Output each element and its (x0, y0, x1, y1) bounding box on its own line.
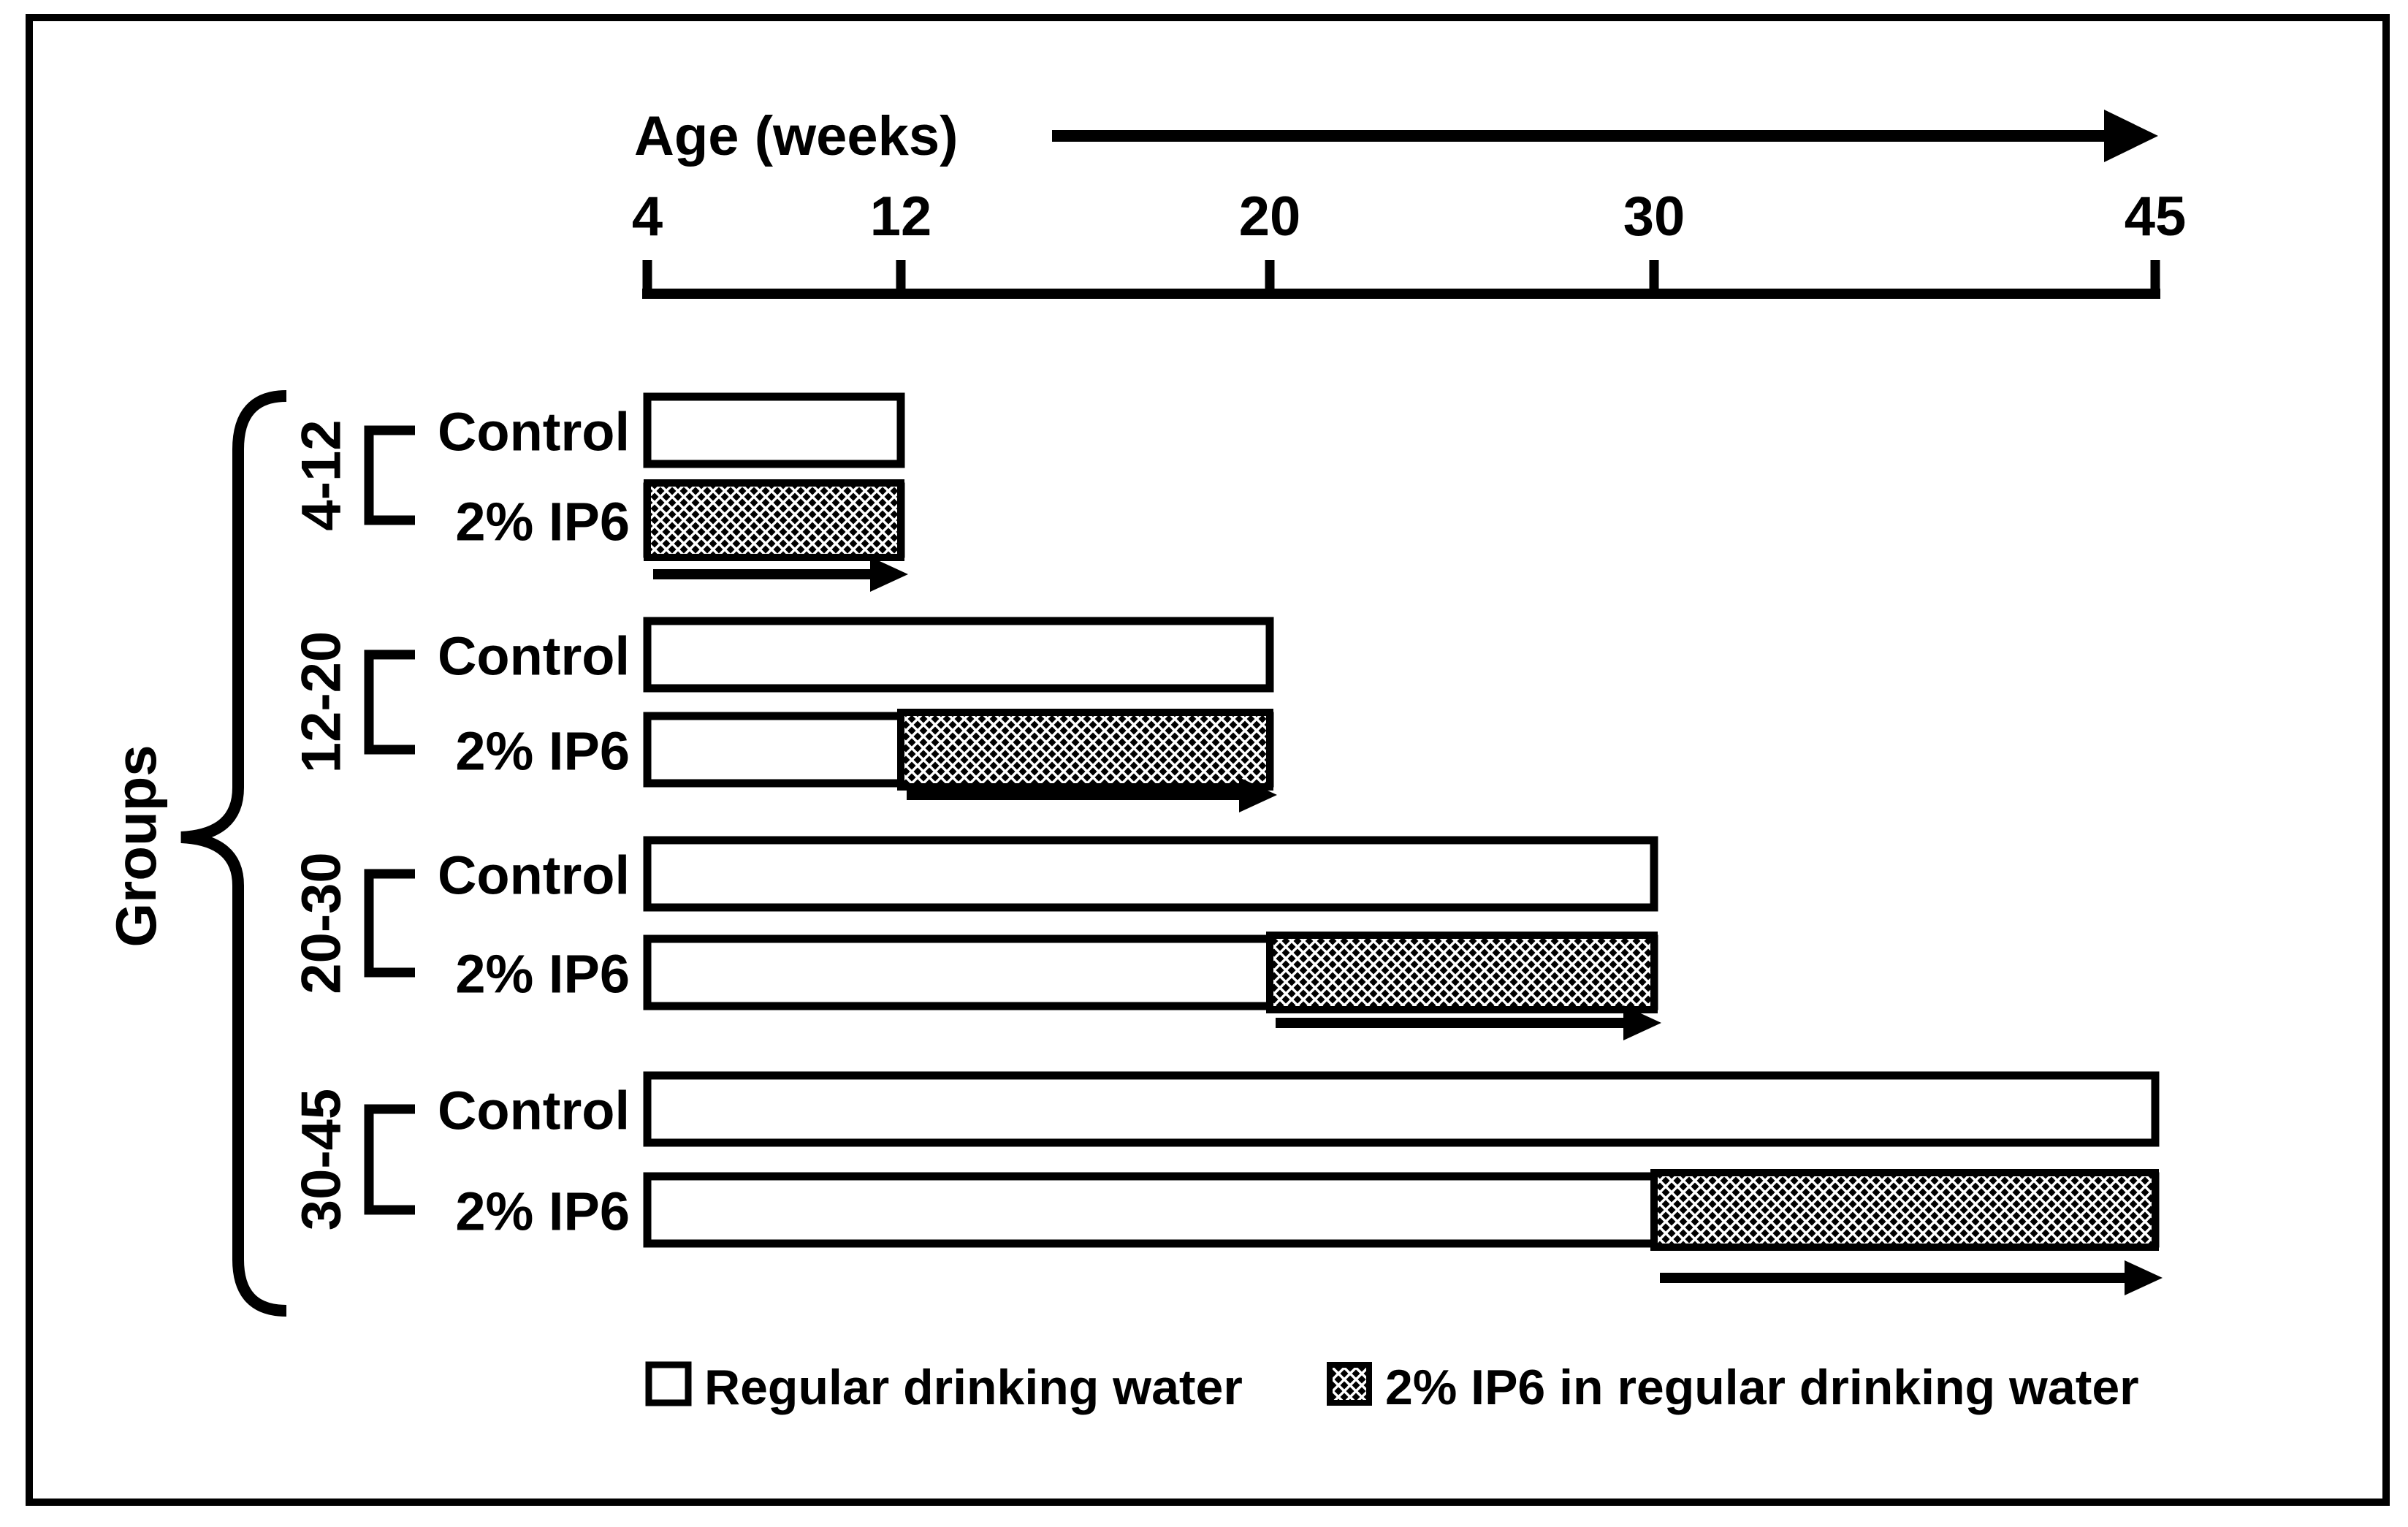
age-axis: 4 12 20 30 45 (632, 186, 2187, 299)
group-4-12-bracket (364, 425, 415, 525)
figure-border (26, 14, 2390, 1506)
group-4-12-control-bar (643, 392, 905, 468)
legend-label-ip6: 2% IP6 in regular drinking water (1385, 1360, 2139, 1415)
age-axis-title: Age (weeks) (634, 105, 959, 167)
group-12-20-bracket (364, 650, 415, 755)
age-axis-tick-label-20: 20 (1239, 186, 1301, 248)
age-axis-tick-label-12: 12 (870, 186, 932, 248)
group-30-45-control-bar (643, 1071, 2160, 1147)
age-axis-tick-label-30: 30 (1623, 186, 1685, 248)
group-20-30-bracket (364, 869, 415, 978)
group-30-45-treatment-arrowhead (2125, 1260, 2163, 1295)
group-30-45-row-label-ip6: 2% IP6 (455, 1181, 630, 1242)
group-30-45-bracket (364, 1104, 415, 1215)
legend-swatch-ip6 (1327, 1362, 1372, 1406)
group-4-12-label: 4-12 (291, 419, 353, 530)
group-30-45-label: 30-45 (291, 1089, 353, 1230)
group-4-12-ip6-hatch-segment (644, 479, 904, 561)
age-axis-tick-label-4: 4 (632, 186, 663, 248)
age-axis-tick-label-45: 45 (2125, 186, 2187, 248)
groups-axis-label: Groups (104, 745, 168, 947)
group-30-45-ip6-hatch-segment (1650, 1169, 2159, 1251)
group-12-20-row-label-ip6: 2% IP6 (455, 721, 630, 782)
group-20-30-treatment-arrowhead (1623, 1005, 1661, 1040)
group-20-30-row-label-control: Control (438, 845, 630, 906)
group-20-30-row-label-ip6: 2% IP6 (455, 944, 630, 1005)
groups-brace (180, 390, 287, 1317)
group-20-30-ip6-hatch-segment (1266, 932, 1658, 1013)
group-4-12-row-label-ip6: 2% IP6 (455, 492, 630, 552)
group-12-20-treatment-arrowhead (1239, 777, 1277, 812)
group-12-20-ip6-hatch-segment (897, 709, 1273, 791)
group-30-45-row-label-control: Control (438, 1081, 630, 1141)
group-20-30-label: 20-30 (291, 852, 353, 994)
group-4-12-treatment-arrowhead (870, 557, 908, 592)
age-axis-title-arrowhead (2104, 110, 2158, 162)
group-12-20-control-bar (643, 617, 1274, 693)
legend-swatch-water (645, 1361, 692, 1406)
legend-label-water: Regular drinking water (704, 1360, 1243, 1415)
age-axis-title-arrow (1052, 110, 2158, 162)
group-12-20-row-label-control: Control (438, 626, 630, 687)
group-12-20-label: 12-20 (291, 631, 353, 773)
group-4-12-row-label-control: Control (438, 402, 630, 462)
group-20-30-control-bar (643, 836, 1658, 912)
legend: Regular drinking water 2% IP6 in regular … (645, 1360, 2139, 1415)
groups-rows: Control 2% IP6 4-12 Control 2% IP6 12-20 Contr… (291, 392, 2163, 1295)
